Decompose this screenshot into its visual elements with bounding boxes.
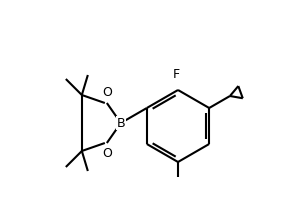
Text: O: O	[102, 147, 112, 160]
Text: B: B	[117, 116, 125, 129]
Text: F: F	[172, 68, 180, 81]
Text: O: O	[102, 86, 112, 99]
